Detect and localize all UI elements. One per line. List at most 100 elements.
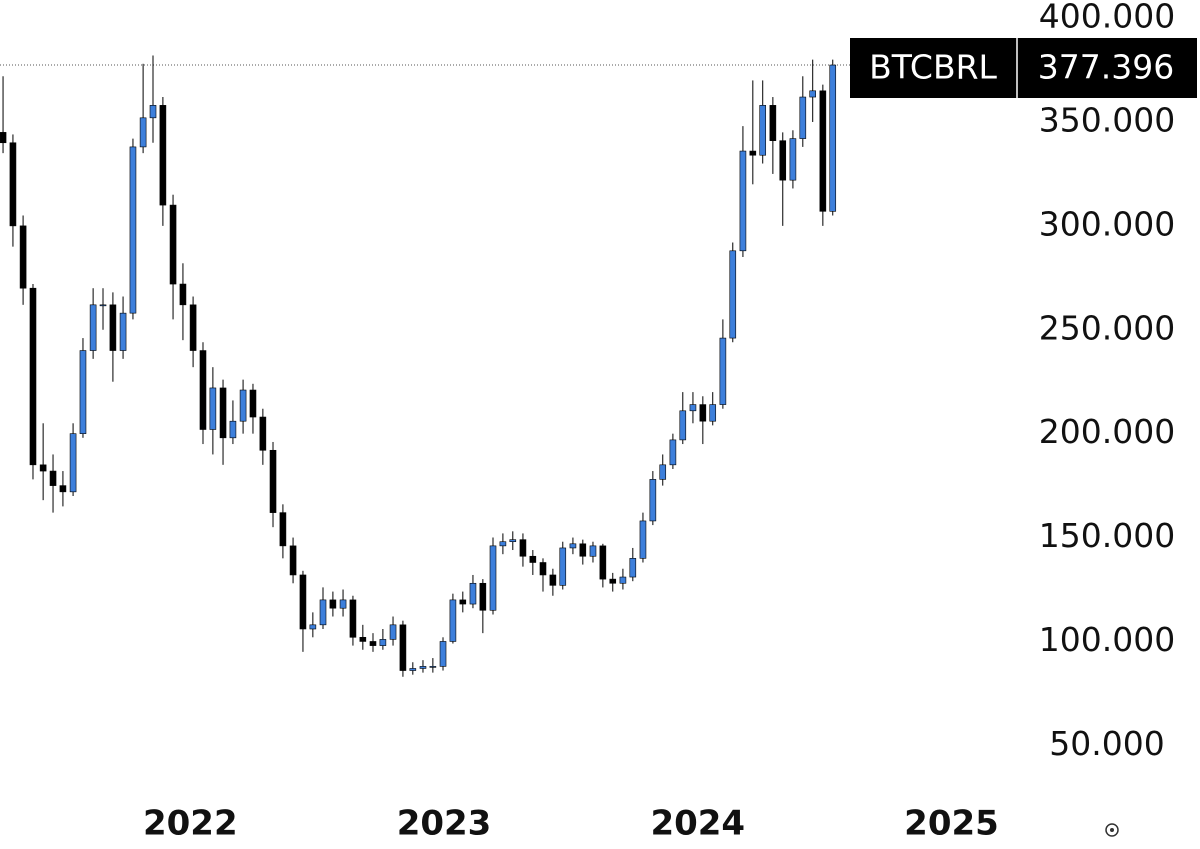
candle-body xyxy=(329,599,337,609)
candle-body xyxy=(39,464,47,472)
candle-body xyxy=(399,624,407,671)
candle-body xyxy=(379,639,387,646)
candle-body xyxy=(449,599,457,642)
price-label-box xyxy=(850,38,1197,98)
candle-body xyxy=(0,132,7,144)
candle-body xyxy=(369,641,377,646)
candle-body xyxy=(479,582,487,611)
candle-body xyxy=(829,64,837,212)
candle-body xyxy=(659,464,667,480)
candle-body xyxy=(89,304,97,351)
candle-body xyxy=(819,90,827,212)
candle-body xyxy=(629,558,637,578)
candle-body xyxy=(339,599,347,609)
candle-body xyxy=(409,668,417,671)
candle-body xyxy=(679,410,687,441)
candle-body xyxy=(229,420,237,439)
y-tick-label: 250.000 xyxy=(1039,308,1175,347)
candle-body xyxy=(419,666,427,669)
candle-body xyxy=(739,150,747,252)
candle-body xyxy=(259,416,267,451)
y-tick-label: 50.000 xyxy=(1049,724,1164,763)
candle-body xyxy=(719,337,727,405)
candle-body xyxy=(9,142,17,227)
candle-body xyxy=(139,117,147,148)
candle-body xyxy=(579,543,587,557)
candle-body xyxy=(779,140,787,181)
candle-body xyxy=(809,90,817,98)
candle-body xyxy=(709,404,717,422)
x-tick-label: 2024 xyxy=(650,804,745,844)
candle-body xyxy=(439,641,447,667)
y-tick-label: 200.000 xyxy=(1039,412,1175,451)
candle-body xyxy=(699,404,707,422)
candle-body xyxy=(209,387,217,430)
candle-body xyxy=(499,541,507,547)
candle-body xyxy=(79,350,87,434)
candle-body xyxy=(29,287,37,466)
candle-body xyxy=(319,599,327,626)
candle-body xyxy=(249,389,257,418)
candle-body xyxy=(59,485,67,493)
candle-body xyxy=(639,520,647,559)
candle-body xyxy=(19,225,27,289)
candle-body xyxy=(289,545,297,576)
candle-body xyxy=(619,576,627,584)
candle-body xyxy=(49,470,57,486)
x-tick-label: 2022 xyxy=(143,804,238,844)
candle-body xyxy=(689,404,697,412)
y-tick-label: 300.000 xyxy=(1039,204,1175,243)
last-price-label: 377.396 xyxy=(1038,48,1174,87)
x-tick-label: 2023 xyxy=(397,804,492,844)
candle-body xyxy=(159,105,167,206)
candle-body xyxy=(549,574,557,586)
candle-body xyxy=(669,439,677,466)
x-tick-label: 2025 xyxy=(904,804,999,844)
candle-body xyxy=(799,96,807,139)
candle-body xyxy=(239,389,247,422)
symbol-label: BTCBRL xyxy=(869,48,997,87)
candle-body xyxy=(129,146,137,314)
candle-body xyxy=(349,599,357,638)
candle-body xyxy=(589,545,597,557)
candle-body xyxy=(529,555,537,563)
candle-body xyxy=(169,204,177,285)
candle-body xyxy=(649,479,657,522)
candle-body xyxy=(769,105,777,141)
y-tick-label: 150.000 xyxy=(1039,516,1175,555)
candle-body xyxy=(489,545,497,611)
candle-body xyxy=(189,304,197,351)
candle-body xyxy=(459,599,467,605)
candle-body xyxy=(199,350,207,430)
candle-body xyxy=(539,562,547,576)
candle-body xyxy=(309,624,317,630)
candle-body xyxy=(749,150,757,156)
y-tick-label: 400.000 xyxy=(1039,0,1175,36)
candle-body xyxy=(69,433,77,493)
candle-body xyxy=(99,304,107,307)
settings-icon[interactable] xyxy=(1105,823,1119,837)
candle-body xyxy=(599,545,607,580)
y-tick-label: 350.000 xyxy=(1039,100,1175,139)
candle-body xyxy=(429,666,437,668)
candle-body xyxy=(729,250,737,339)
plot-area xyxy=(0,55,850,677)
candle-body xyxy=(569,543,577,549)
candle-body xyxy=(299,574,307,630)
candle-body xyxy=(149,105,157,119)
candle-body xyxy=(269,449,277,513)
candle-body xyxy=(179,283,187,306)
candle-body xyxy=(789,138,797,181)
candle-body xyxy=(359,636,367,642)
candle-body xyxy=(279,512,287,547)
candle-body xyxy=(119,312,127,351)
y-tick-label: 100.000 xyxy=(1039,620,1175,659)
candle-body xyxy=(759,105,767,156)
candle-body xyxy=(609,578,617,584)
candle-body xyxy=(519,539,527,557)
candle-body xyxy=(509,539,517,543)
candle-body xyxy=(389,624,397,640)
candle-body xyxy=(559,547,567,586)
